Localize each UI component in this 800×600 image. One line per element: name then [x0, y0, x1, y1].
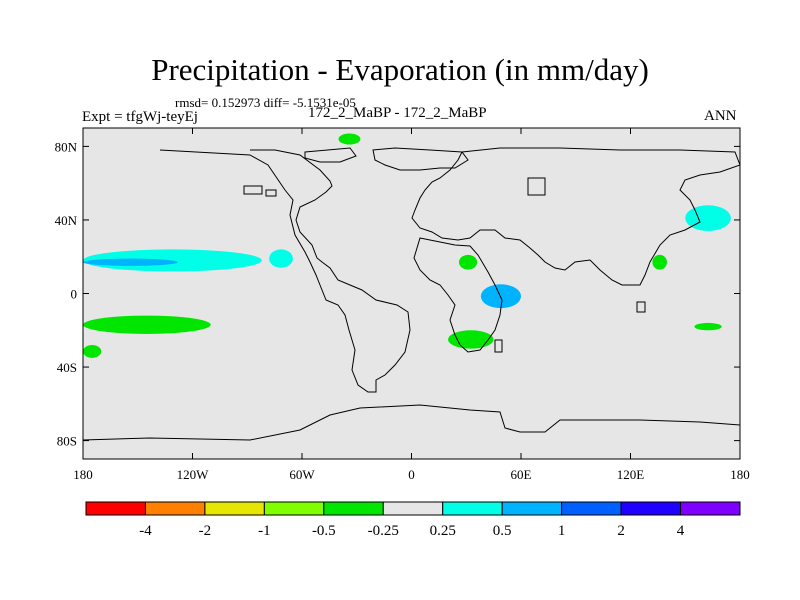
nw-pacific-cyan [685, 205, 731, 231]
colorbar-label: 0.25 [430, 523, 456, 539]
rmsd-diff-stats: rmsd= 0.152973 diff= -5.1531e-05 [175, 95, 356, 110]
season-label: ANN [704, 108, 737, 124]
case-label: 172_2_MaBP - 172_2_MaBP [308, 105, 487, 121]
colorbar-label: 1 [558, 523, 566, 539]
colorbar-label: -1 [258, 523, 271, 539]
coastlines [83, 147, 740, 459]
atlantic-cyan-patch [269, 249, 293, 268]
colorbar-swatch [382, 501, 444, 516]
y-axis: 80N 40N 0 40S 80S [55, 139, 740, 449]
s-pacific-green-band [83, 315, 211, 334]
sw-pacific-green [694, 322, 722, 331]
colorbar-label: -2 [199, 523, 212, 539]
colorbar-swatch [85, 501, 146, 516]
colorbar-swatch [144, 501, 206, 516]
y-tick-label: 80S [57, 434, 77, 449]
experiment-label: Expt = tfgWj-teyEj [82, 109, 198, 125]
n-pacific-blue-core [83, 258, 178, 266]
x-tick-label: 180 [730, 467, 750, 482]
colorbar-label: -4 [139, 523, 152, 539]
x-axis: 180 120W 60W 0 60E 120E 180 [73, 128, 750, 482]
colorbar-swatch [620, 501, 682, 516]
y-tick-label: 40S [57, 360, 77, 375]
central-africa-green [458, 254, 478, 270]
colorbar-swatch [442, 501, 503, 516]
arctic-green-patch [338, 133, 361, 145]
colorbar-swatch [323, 501, 384, 516]
colorbar: -4 -2 -1 -0.5 -0.25 0.25 0.5 1 2 4 [85, 501, 741, 539]
colorbar-label: -0.25 [368, 523, 399, 539]
colorbar-label: -0.5 [312, 523, 336, 539]
x-tick-label: 0 [408, 467, 415, 482]
chart-title: Precipitation - Evaporation (in mm/day) [151, 52, 649, 87]
y-tick-label: 40N [55, 213, 78, 228]
colorbar-swatch [501, 501, 563, 516]
indian-ocean-blue [480, 284, 521, 309]
colorbar-swatch [263, 501, 325, 516]
colorbar-label: 2 [617, 523, 625, 539]
colorbar-swatch [680, 501, 741, 516]
y-tick-label: 0 [71, 287, 78, 302]
map-background [83, 128, 740, 459]
s-pacific-green-small [83, 344, 102, 358]
anomaly-layer [83, 133, 731, 358]
x-tick-label: 60W [289, 467, 315, 482]
colorbar-swatch [204, 501, 265, 516]
e-asia-green [652, 254, 667, 270]
x-tick-label: 60E [511, 467, 532, 482]
colorbar-label: 4 [677, 523, 685, 539]
x-tick-label: 180 [73, 467, 93, 482]
colorbar-swatch [561, 501, 622, 516]
x-tick-label: 120W [177, 467, 210, 482]
x-tick-label: 120E [617, 467, 645, 482]
y-tick-label: 80N [55, 139, 78, 154]
n-pacific-cyan-band [83, 249, 262, 272]
colorbar-label: 0.5 [493, 523, 512, 539]
